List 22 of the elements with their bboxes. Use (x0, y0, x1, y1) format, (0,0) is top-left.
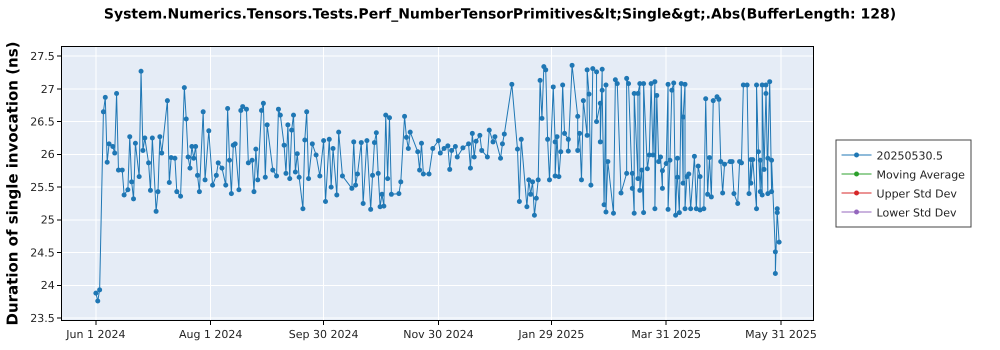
y-tick-label: 25.5 (30, 180, 55, 194)
x-tick-label: Sep 30 2024 (288, 328, 358, 342)
x-tick-label: Mar 31 2025 (631, 328, 702, 342)
x-tick-label: Jun 1 2024 (65, 328, 126, 342)
y-tick-label: 23.5 (30, 312, 55, 325)
y-tick-label: 26 (40, 148, 55, 162)
y-tick-label: 25 (40, 214, 55, 227)
legend-label: Upper Std Dev (876, 187, 958, 200)
y-tick-label: 27 (40, 82, 55, 96)
legend-label: Lower Std Dev (876, 206, 957, 220)
y-tick-label: 24 (40, 279, 55, 292)
x-tick-label: Jan 29 2025 (517, 328, 584, 342)
legend-label: Moving Average (876, 168, 966, 182)
legend-label: 20250530.5 (876, 149, 944, 162)
chart-title: System.Numerics.Tensors.Tests.Perf_NumberTensorPrimitives&lt;Single&gt;.Abs(BufferLength: 128) (104, 6, 896, 23)
x-tick-label: May 31 2025 (745, 328, 817, 342)
y-axis-title: Duration of single invocation (ns) (4, 42, 22, 326)
y-tick-label: 24.5 (30, 246, 55, 260)
y-tick-label: 27.5 (30, 50, 55, 64)
x-tick-label: Aug 1 2024 (178, 328, 242, 342)
y-tick-label: 26.5 (30, 115, 55, 128)
x-tick-label: Nov 30 2024 (403, 328, 474, 342)
